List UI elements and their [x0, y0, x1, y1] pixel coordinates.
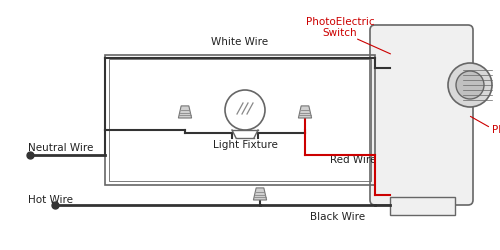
- Circle shape: [448, 63, 492, 107]
- Bar: [109, 59, 371, 181]
- Text: Black Wire: Black Wire: [310, 212, 365, 222]
- Text: Photocell: Photocell: [492, 125, 500, 135]
- Text: PhotoElectric: PhotoElectric: [306, 17, 374, 27]
- FancyBboxPatch shape: [370, 25, 473, 205]
- Text: White Wire: White Wire: [212, 37, 268, 47]
- Text: Red Wire: Red Wire: [330, 155, 376, 165]
- Text: Light Fixture: Light Fixture: [212, 140, 278, 150]
- Polygon shape: [254, 188, 266, 200]
- Text: Hot Wire: Hot Wire: [28, 195, 73, 205]
- Circle shape: [456, 71, 484, 99]
- Bar: [390, 197, 455, 215]
- Polygon shape: [298, 106, 312, 118]
- Circle shape: [225, 90, 265, 130]
- Text: Switch: Switch: [322, 28, 358, 38]
- Polygon shape: [178, 106, 192, 118]
- Text: Neutral Wire: Neutral Wire: [28, 143, 94, 153]
- Bar: [105, 55, 375, 185]
